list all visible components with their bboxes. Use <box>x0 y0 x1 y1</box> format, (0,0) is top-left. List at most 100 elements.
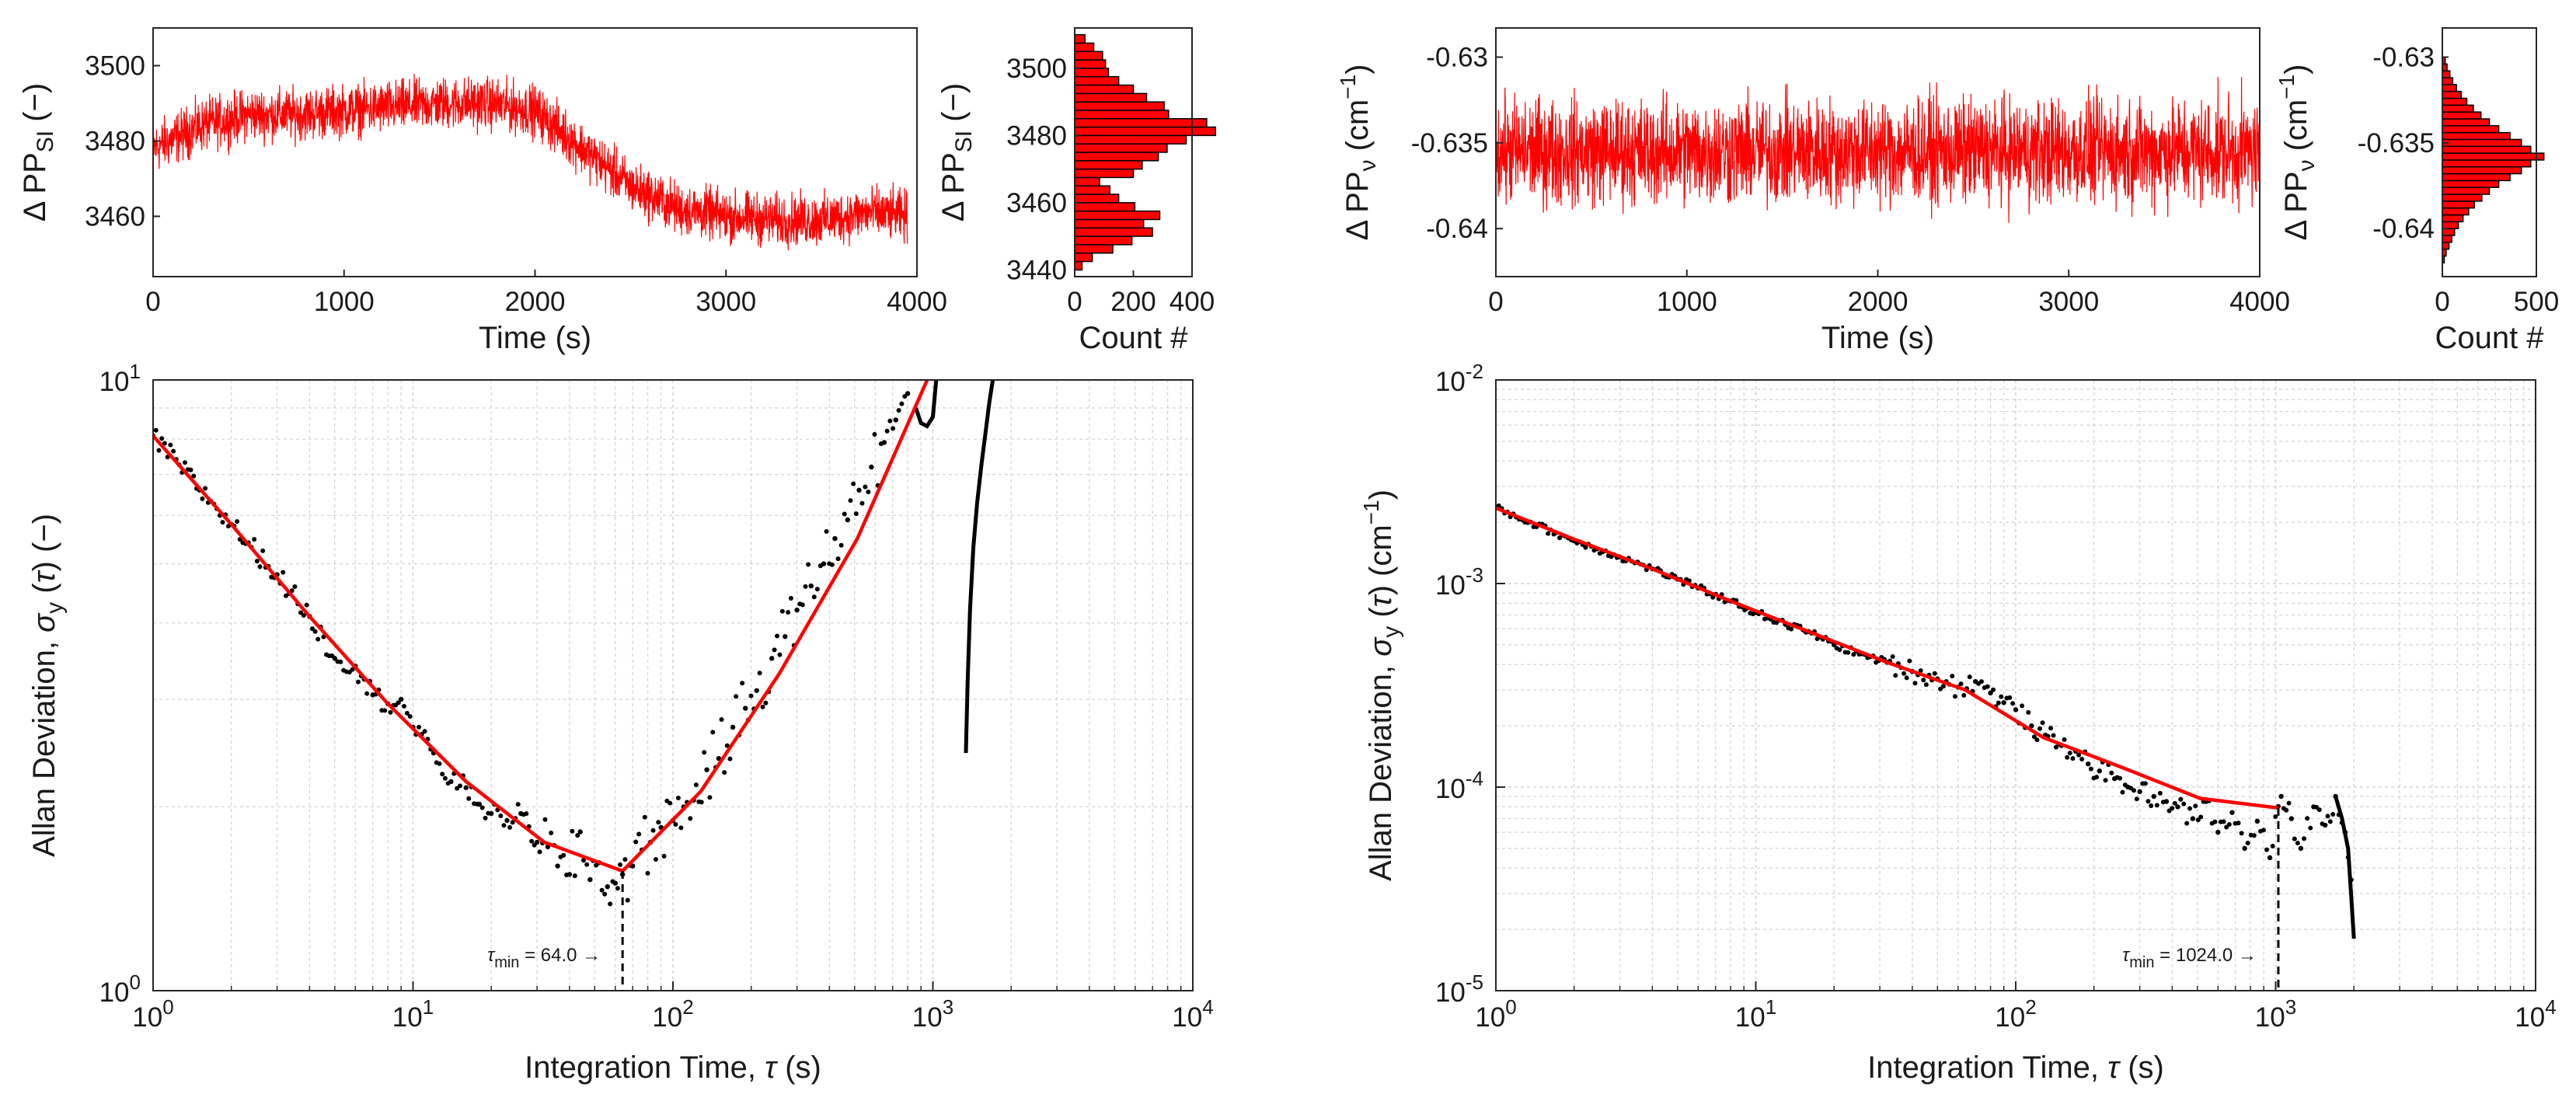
data-point <box>625 897 630 903</box>
data-point <box>808 583 814 589</box>
data-point <box>257 564 263 570</box>
data-point <box>1978 679 1984 685</box>
x-tick-label: 104 <box>2515 995 2556 1033</box>
data-point <box>479 805 485 810</box>
data-point <box>2154 803 2159 808</box>
data-point <box>1918 668 1923 674</box>
x-tick-label: 0 <box>145 287 160 317</box>
x-tick-label: 101 <box>392 995 434 1033</box>
data-point <box>442 775 448 781</box>
data-point <box>483 815 488 821</box>
x-tick-label: 3000 <box>695 287 756 317</box>
histogram-bar <box>2442 152 2545 161</box>
data-point <box>292 584 298 589</box>
histogram-bar <box>1074 42 1095 53</box>
data-point <box>788 596 793 601</box>
data-point <box>1996 700 2001 706</box>
x-axis-label: Time (s) <box>479 321 591 355</box>
data-point <box>566 872 573 877</box>
histogram-bar <box>2442 125 2500 134</box>
data-point <box>754 688 759 693</box>
data-point <box>2327 819 2333 824</box>
fit-line <box>1496 506 2279 810</box>
histogram-bar <box>2442 111 2482 120</box>
data-point <box>575 833 580 838</box>
y-tick-label: 3480 <box>85 126 145 156</box>
data-point <box>1953 694 1958 699</box>
data-point <box>2264 847 2270 852</box>
data-point <box>498 814 504 819</box>
data-point <box>2120 789 2125 795</box>
data-point <box>235 519 240 524</box>
histogram-bar <box>1074 84 1135 95</box>
data-point <box>2193 803 2198 809</box>
data-point <box>730 724 736 730</box>
histogram-bar <box>1074 235 1133 246</box>
data-point <box>162 441 167 446</box>
data-point <box>814 587 820 592</box>
data-point <box>2308 825 2313 831</box>
data-point <box>2103 778 2108 783</box>
y-axis-label: Δ PPSI (−) <box>18 83 58 221</box>
data-point <box>678 825 684 831</box>
data-point <box>2236 821 2241 826</box>
data-point <box>783 634 788 639</box>
data-point <box>570 828 575 834</box>
y-axis-label: Δ PPSI (−) <box>936 83 977 221</box>
y-axis-label: Δ PPν (cm−1) <box>1336 64 1381 240</box>
histogram-bar <box>1074 168 1135 179</box>
data-point <box>1999 694 2004 699</box>
data-point <box>599 887 605 893</box>
histogram-bar <box>2442 186 2491 195</box>
data-point <box>338 659 343 664</box>
data-point <box>777 652 783 657</box>
data-point <box>2020 703 2025 709</box>
data-point <box>636 831 642 837</box>
data-point <box>2118 775 2123 781</box>
data-point <box>2251 833 2257 838</box>
histogram-bar <box>1074 260 1083 271</box>
data-point <box>1932 671 1937 676</box>
data-point <box>710 730 716 735</box>
data-point <box>675 796 681 801</box>
data-point <box>2270 843 2275 848</box>
y-tick-label: 3440 <box>1006 255 1067 285</box>
ts_left-series-line <box>153 73 908 251</box>
data-point <box>760 704 765 709</box>
data-point <box>2322 822 2328 828</box>
data-point <box>748 693 754 699</box>
data-point <box>872 432 877 437</box>
data-point <box>2076 752 2082 758</box>
histogram-bar <box>1074 75 1120 86</box>
data-point <box>2086 761 2091 767</box>
y-axis-label: Δ PPν (cm−1) <box>2274 64 2320 240</box>
data-point <box>602 891 608 897</box>
data-point <box>312 629 318 634</box>
data-point <box>515 802 521 807</box>
data-point <box>2134 796 2139 802</box>
data-point <box>707 795 713 800</box>
y-tick-label: 3480 <box>1006 120 1067 151</box>
data-point <box>2298 845 2304 852</box>
x-tick-label: 1000 <box>314 287 375 317</box>
data-point <box>853 511 859 517</box>
data-point <box>899 401 905 406</box>
histogram-bar <box>2442 228 2456 236</box>
x-axis-label: Integration Time, τ (s) <box>1867 1051 2164 1085</box>
data-point <box>422 729 427 734</box>
histogram-bar <box>1074 252 1093 263</box>
histogram-bar <box>2442 179 2500 188</box>
data-point <box>1950 674 1955 679</box>
data-point <box>281 570 286 575</box>
data-point <box>200 496 205 501</box>
y-tick-label: -0.64 <box>2372 214 2435 244</box>
data-point <box>2157 790 2163 796</box>
data-point <box>168 442 173 448</box>
data-point <box>2229 810 2235 815</box>
data-point <box>612 880 618 886</box>
ts_right-series-line <box>1496 77 2260 223</box>
data-point <box>1904 675 1909 681</box>
data-point <box>542 817 548 822</box>
data-point <box>2261 828 2266 833</box>
